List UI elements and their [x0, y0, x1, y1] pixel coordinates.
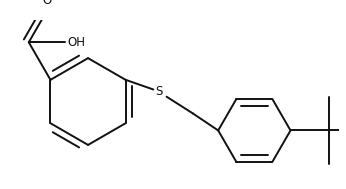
Text: OH: OH: [67, 36, 85, 49]
Text: S: S: [156, 85, 163, 98]
Text: O: O: [42, 0, 52, 7]
